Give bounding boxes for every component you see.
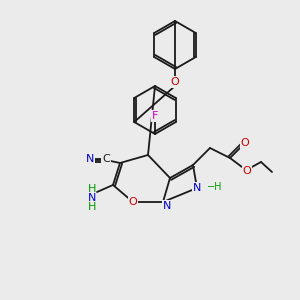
Text: N: N (193, 183, 201, 193)
Text: N: N (163, 201, 171, 211)
Text: H: H (88, 202, 96, 212)
Text: −H: −H (207, 182, 223, 192)
Text: H: H (88, 184, 96, 194)
Text: O: O (243, 166, 251, 176)
Text: C: C (102, 154, 110, 164)
Text: O: O (241, 138, 249, 148)
Text: N: N (86, 154, 94, 164)
Text: F: F (152, 111, 158, 121)
Text: O: O (129, 197, 137, 207)
Text: O: O (171, 77, 179, 87)
Text: N: N (88, 193, 96, 203)
